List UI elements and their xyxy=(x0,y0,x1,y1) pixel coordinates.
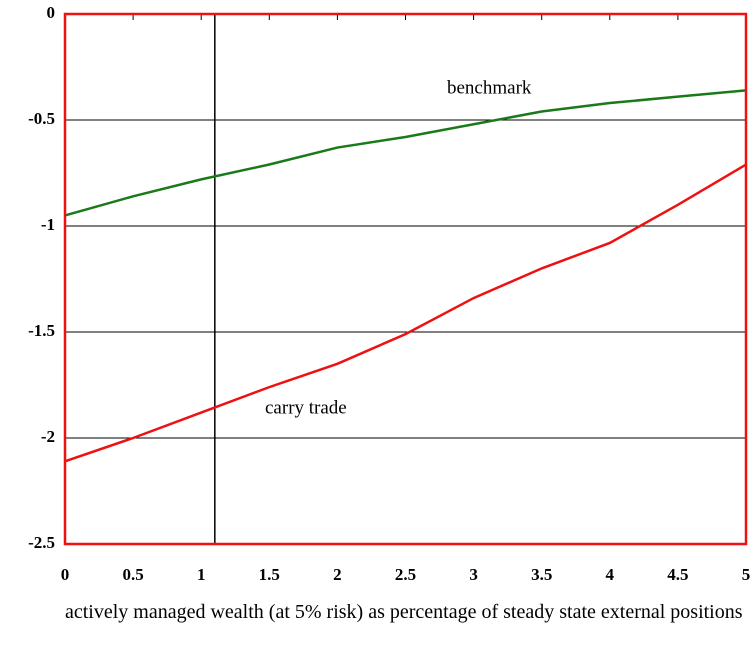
y-tick-label: -2 xyxy=(41,427,55,446)
data-line xyxy=(64,89,747,217)
x-tick-label: 2 xyxy=(333,565,342,584)
x-axis-label: actively managed wealth (at 5% risk) as … xyxy=(65,601,743,623)
x-tick-label: 0 xyxy=(61,565,70,584)
y-tick-label: -1.5 xyxy=(28,321,55,340)
x-tick-label: 3 xyxy=(469,565,478,584)
x-tick-label: 4.5 xyxy=(667,565,688,584)
y-tick-label: -2.5 xyxy=(28,533,55,552)
x-tick-label: 1.5 xyxy=(259,565,280,584)
x-tick-label: 1 xyxy=(197,565,206,584)
data-line xyxy=(64,163,747,463)
plot-border xyxy=(63,12,748,546)
x-tick-label: 0.5 xyxy=(122,565,143,584)
series-label: carry trade xyxy=(265,397,347,418)
x-tick-label: 4 xyxy=(606,565,615,584)
y-tick-label: 0 xyxy=(47,3,56,22)
y-tick-label: -1 xyxy=(41,215,55,234)
y-tick-label: -0.5 xyxy=(28,109,55,128)
x-tick-label: 2.5 xyxy=(395,565,416,584)
series-label: benchmark xyxy=(447,77,532,98)
x-tick-label: 5 xyxy=(742,565,751,584)
x-tick-label: 3.5 xyxy=(531,565,552,584)
